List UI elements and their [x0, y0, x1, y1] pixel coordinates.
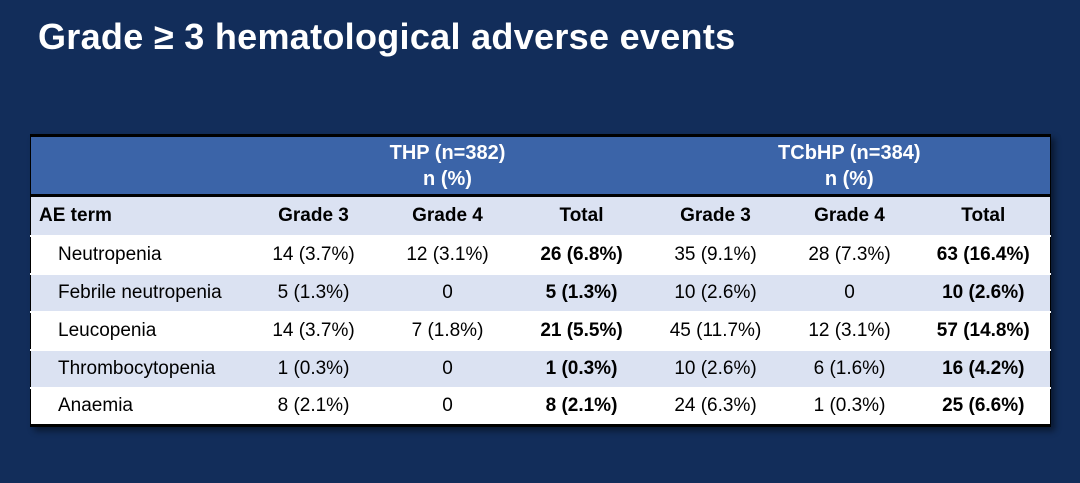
value-cell: 5 (1.3%) — [246, 272, 381, 312]
total-value-cell: 5 (1.3%) — [514, 272, 649, 312]
group-header-thp: THP (n=382) n (%) — [246, 135, 649, 197]
total-value-cell: 25 (6.6%) — [916, 386, 1051, 426]
column-header-thp-grade3: Grade 3 — [246, 195, 381, 236]
column-header-tcbhp-grade3: Grade 3 — [648, 195, 783, 236]
value-cell: 12 (3.1%) — [782, 310, 917, 350]
total-value-cell: 10 (2.6%) — [916, 272, 1051, 312]
value-cell: 7 (1.8%) — [380, 310, 515, 350]
column-header-thp-grade4: Grade 4 — [380, 195, 515, 236]
table-row-leucopenia: Leucopenia 14 (3.7%) 7 (1.8%) 21 (5.5%) … — [30, 310, 1051, 350]
total-value-cell: 1 (0.3%) — [514, 348, 649, 388]
value-cell: 8 (2.1%) — [246, 386, 381, 426]
value-cell: 0 — [380, 272, 515, 312]
value-cell: 6 (1.6%) — [782, 348, 917, 388]
total-value-cell: 26 (6.8%) — [514, 234, 649, 274]
value-cell: 1 (0.3%) — [782, 386, 917, 426]
table-row-febrile-neutropenia: Febrile neutropenia 5 (1.3%) 0 5 (1.3%) … — [30, 272, 1051, 312]
column-headers-row: AE term Grade 3 Grade 4 Total Grade 3 Gr… — [30, 195, 1051, 236]
column-header-tcbhp-grade4: Grade 4 — [782, 195, 917, 236]
total-value-cell: 8 (2.1%) — [514, 386, 649, 426]
column-header-thp-total: Total — [514, 195, 649, 236]
value-cell: 14 (3.7%) — [246, 310, 381, 350]
column-header-ae-term: AE term — [30, 195, 247, 236]
value-cell: 0 — [380, 348, 515, 388]
value-cell: 1 (0.3%) — [246, 348, 381, 388]
ae-term-cell: Thrombocytopenia — [30, 348, 247, 388]
total-value-cell: 16 (4.2%) — [916, 348, 1051, 388]
adverse-events-table-container: THP (n=382) n (%) TCbHP (n=384) n (%) AE… — [30, 134, 1052, 427]
table-row-anaemia: Anaemia 8 (2.1%) 0 8 (2.1%) 24 (6.3%) 1 … — [30, 386, 1051, 426]
value-cell: 24 (6.3%) — [648, 386, 783, 426]
column-header-tcbhp-total: Total — [916, 195, 1051, 236]
group-header-tcbhp: TCbHP (n=384) n (%) — [648, 135, 1051, 197]
ae-term-cell: Leucopenia — [30, 310, 247, 350]
slide-title: Grade ≥ 3 hematological adverse events — [38, 16, 736, 57]
value-cell: 10 (2.6%) — [648, 272, 783, 312]
group-header-thp-line1: THP (n=382) — [389, 141, 506, 164]
ae-term-cell: Febrile neutropenia — [30, 272, 247, 312]
value-cell: 45 (11.7%) — [648, 310, 783, 350]
group-header-row: THP (n=382) n (%) TCbHP (n=384) n (%) — [30, 135, 1051, 197]
ae-term-cell: Anaemia — [30, 386, 247, 426]
table-row-thrombocytopenia: Thrombocytopenia 1 (0.3%) 0 1 (0.3%) 10 … — [30, 348, 1051, 388]
total-value-cell: 63 (16.4%) — [916, 234, 1051, 274]
value-cell: 0 — [380, 386, 515, 426]
value-cell: 14 (3.7%) — [246, 234, 381, 274]
table-row-neutropenia: Neutropenia 14 (3.7%) 12 (3.1%) 26 (6.8%… — [30, 234, 1051, 274]
group-header-tcbhp-line2: n (%) — [824, 167, 874, 190]
value-cell: 35 (9.1%) — [648, 234, 783, 274]
group-header-thp-line2: n (%) — [423, 167, 472, 190]
value-cell: 0 — [782, 272, 917, 312]
total-value-cell: 57 (14.8%) — [916, 310, 1051, 350]
total-value-cell: 21 (5.5%) — [514, 310, 649, 350]
group-header-spacer — [30, 135, 247, 197]
adverse-events-table: THP (n=382) n (%) TCbHP (n=384) n (%) AE… — [30, 134, 1052, 427]
ae-term-cell: Neutropenia — [30, 234, 247, 274]
group-header-tcbhp-line1: TCbHP (n=384) — [778, 141, 921, 164]
value-cell: 12 (3.1%) — [380, 234, 515, 274]
value-cell: 28 (7.3%) — [782, 234, 917, 274]
value-cell: 10 (2.6%) — [648, 348, 783, 388]
